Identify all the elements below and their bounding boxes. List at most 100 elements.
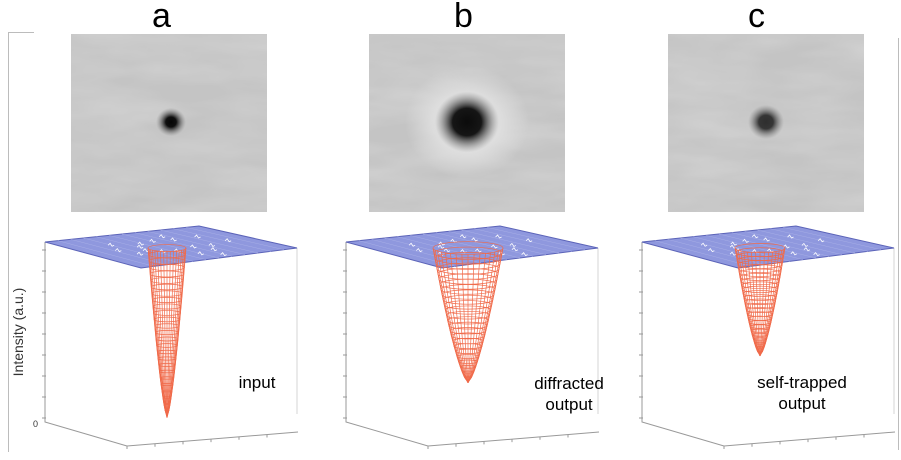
noise-fleck — [208, 242, 216, 247]
beam-spot — [435, 91, 499, 153]
plane-grid — [435, 232, 534, 257]
noise-fleck — [137, 241, 144, 246]
mesh-line — [166, 250, 177, 418]
box-front-edge — [723, 431, 896, 447]
panel-label-c: c — [748, 0, 765, 35]
mesh-line — [437, 251, 469, 383]
noise-fleck — [509, 242, 517, 247]
noise-fleck — [471, 237, 478, 242]
noise-fleck — [194, 234, 201, 239]
y-axis-zero-tick: 0 — [33, 419, 39, 429]
beam-spot — [156, 107, 186, 137]
plane-grid — [757, 229, 856, 254]
noise-fleck — [751, 234, 759, 239]
beam-image-c — [668, 34, 864, 212]
noise-fleck — [803, 247, 811, 252]
noise-fleck — [783, 244, 790, 249]
noise-fleck — [801, 242, 809, 247]
noise-fleck — [521, 252, 528, 257]
noise-fleck — [730, 241, 737, 246]
mesh-line — [450, 253, 469, 383]
box-front-edge — [427, 431, 600, 447]
mesh-line — [150, 249, 168, 418]
plane-grid — [147, 231, 246, 255]
frame-left-line — [8, 32, 9, 452]
mesh-line — [166, 249, 186, 418]
mesh-line — [743, 251, 761, 356]
mesh-line — [166, 251, 174, 418]
noise-fleck — [107, 242, 115, 247]
mesh-line — [157, 250, 168, 418]
mesh-line — [467, 253, 481, 383]
plane-grid — [160, 229, 259, 254]
mesh-line — [467, 250, 502, 383]
noise-fleck — [136, 244, 144, 249]
noise-fleck — [224, 238, 232, 243]
intensity-mesh — [734, 243, 786, 357]
box-left-edge — [641, 242, 725, 447]
noise-fleck — [149, 238, 156, 243]
plane-grid — [487, 227, 586, 250]
mesh-line — [467, 254, 475, 383]
noise-fleck — [491, 244, 498, 249]
annotation-c-line-2: output — [778, 394, 826, 413]
noise-fleck — [817, 238, 825, 243]
annotation-b-line-2: output — [545, 395, 593, 414]
beam-image-a — [71, 34, 267, 212]
mesh-line — [734, 247, 761, 356]
y-axis-label: Intensity (a.u.) — [10, 287, 26, 377]
noise-fleck — [511, 247, 519, 252]
mesh-line — [759, 250, 780, 356]
annotation-a: input — [222, 372, 292, 393]
mesh-line — [152, 250, 168, 418]
plane-grid — [186, 227, 285, 250]
mesh-line — [163, 251, 168, 418]
box-front-edge — [126, 431, 299, 447]
mesh-line — [740, 250, 761, 356]
mesh-line — [759, 251, 777, 356]
mesh-line — [445, 252, 469, 383]
noise-fleck — [767, 248, 774, 253]
noise-fleck — [170, 237, 177, 242]
mesh-line — [440, 251, 469, 383]
noise-fleck — [437, 244, 445, 249]
noise-fleck — [729, 251, 737, 256]
frame-right-line — [898, 38, 899, 450]
intensity-mesh — [432, 241, 504, 384]
mesh-line — [747, 251, 761, 356]
mesh-line — [759, 250, 783, 356]
plane-grid — [706, 235, 804, 260]
mesh-line — [759, 251, 773, 356]
noise-fleck — [475, 248, 482, 253]
mesh-line — [467, 251, 499, 383]
noise-fleck — [220, 252, 227, 257]
mesh-line — [166, 249, 184, 418]
beam-image-b — [369, 34, 565, 212]
intensity-plot-b — [343, 225, 600, 449]
noise-fleck — [158, 234, 166, 239]
annotation-b: diffracted output — [519, 373, 619, 415]
noise-fleck — [763, 237, 770, 242]
mesh-line — [467, 251, 496, 383]
plane-grid — [731, 232, 830, 257]
mesh-line — [461, 254, 469, 383]
mesh-line — [166, 250, 180, 418]
frame-top-line — [8, 32, 34, 33]
mesh-line — [759, 252, 765, 356]
mesh-line — [737, 250, 761, 356]
noise-fleck — [813, 252, 820, 257]
beam-spot — [748, 104, 784, 140]
noise-fleck — [700, 242, 708, 247]
mesh-line — [755, 252, 761, 356]
noise-fleck — [525, 238, 533, 243]
plane-grid — [371, 239, 469, 265]
noise-fleck — [416, 247, 423, 253]
mesh-line — [166, 251, 171, 418]
annotation-a-line-1: input — [238, 373, 276, 392]
annotation-c: self-trapped output — [742, 372, 862, 414]
noise-fleck — [190, 244, 197, 249]
plane-grid — [718, 233, 817, 259]
plane-grid — [654, 240, 752, 267]
mesh-line — [751, 252, 761, 356]
